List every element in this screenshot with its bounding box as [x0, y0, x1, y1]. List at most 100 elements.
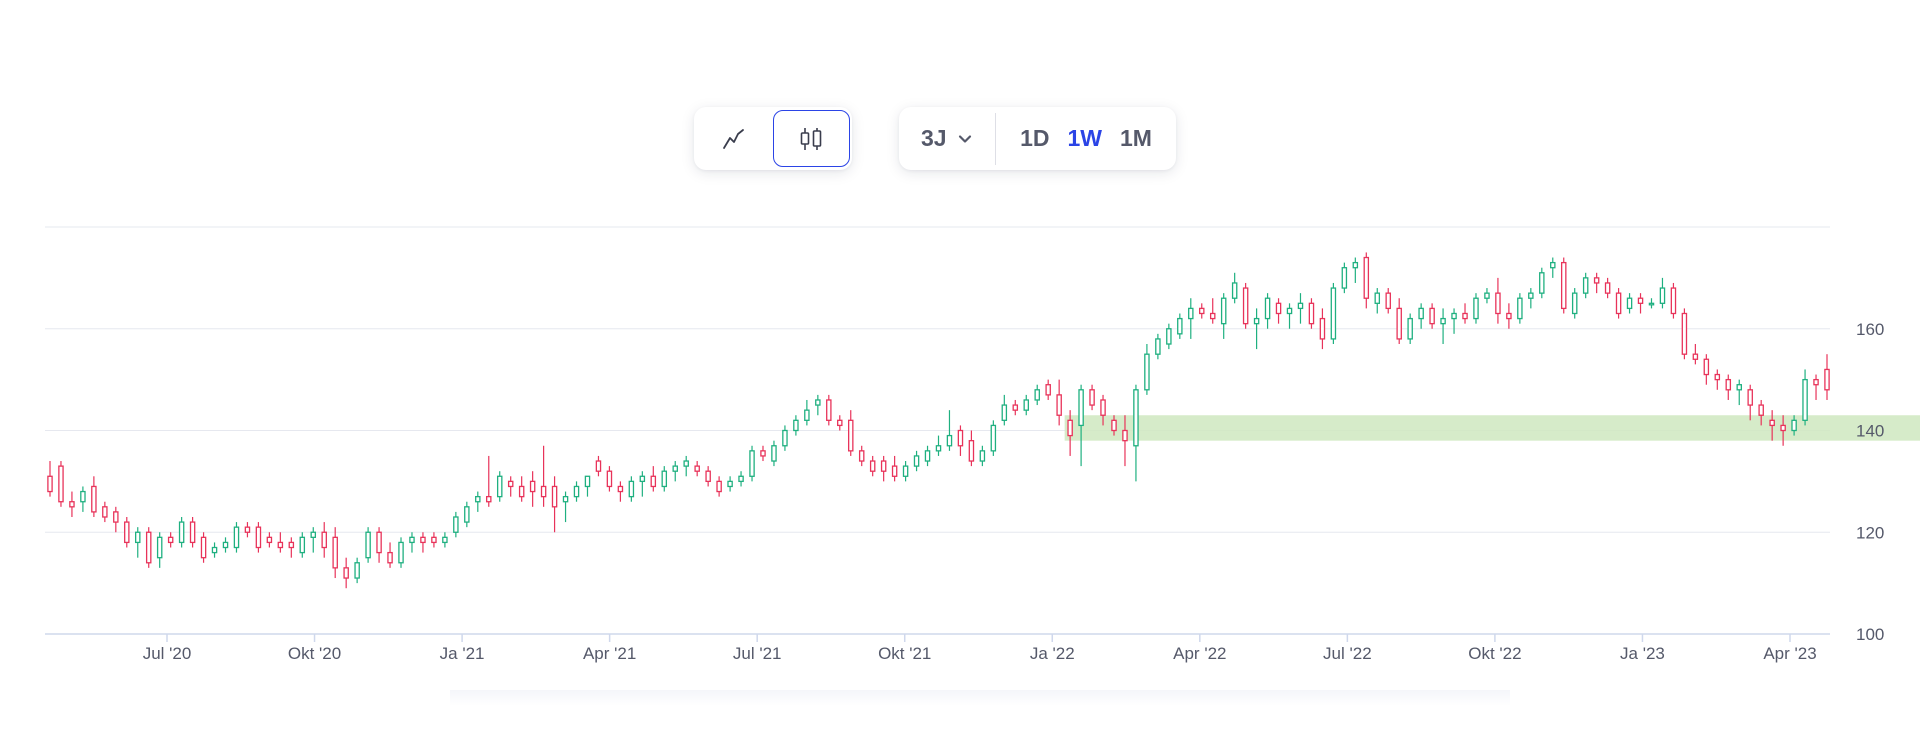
interval-1m-button[interactable]: 1M: [1120, 125, 1152, 151]
candle-body: [869, 460, 876, 472]
candle-body: [124, 521, 130, 544]
candle-body: [1714, 373, 1721, 381]
candle-up: [1539, 267, 1545, 299]
candle-body: [1352, 261, 1359, 269]
candle-body: [1012, 404, 1019, 411]
candle-body: [1780, 424, 1786, 432]
candle-up: [979, 445, 986, 467]
candle-body: [1582, 277, 1589, 294]
support-zone-band: [1064, 415, 1920, 441]
candle-body: [1495, 292, 1501, 315]
candle-up: [1571, 288, 1578, 319]
candle-body: [1725, 378, 1732, 391]
candle-body: [1166, 328, 1172, 345]
candle-body: [738, 475, 744, 483]
candle-down: [1637, 293, 1644, 314]
candle-body: [1407, 317, 1413, 340]
candle-down: [431, 532, 437, 548]
candle-body: [924, 450, 931, 462]
candlestick-chart-button[interactable]: [772, 110, 850, 167]
candle-up: [815, 394, 821, 416]
x-tick-label: Ja '22: [1030, 644, 1075, 663]
interval-1d-button[interactable]: 1D: [1020, 125, 1050, 151]
candle-body: [1253, 317, 1260, 325]
candle-down: [145, 527, 152, 568]
candle-body: [1791, 419, 1797, 432]
line-chart-icon: [723, 128, 745, 149]
candle-down: [891, 455, 898, 482]
candle-up: [562, 491, 569, 523]
candle-down: [760, 445, 766, 462]
candle-body: [1100, 399, 1106, 416]
candle-down: [869, 455, 876, 477]
candle-body: [815, 399, 821, 406]
candle-body: [277, 541, 284, 549]
candle-body: [354, 562, 360, 579]
candles: [47, 252, 1830, 589]
candle-body: [1385, 292, 1391, 310]
x-tick-label: Okt '22: [1468, 644, 1521, 663]
candle-down: [837, 415, 843, 431]
candle-body: [453, 516, 459, 533]
candle-body: [1593, 277, 1600, 284]
candle-up: [365, 527, 371, 563]
candle-body: [1363, 256, 1370, 299]
candle-body: [1736, 384, 1742, 391]
x-tick-label: Okt '20: [288, 644, 341, 663]
candle-down: [858, 445, 865, 467]
candle-body: [672, 465, 678, 472]
interval-1w-button[interactable]: 1W: [1067, 125, 1103, 151]
candle-body: [1275, 302, 1282, 315]
candle-body: [606, 470, 613, 488]
candle-body: [551, 485, 558, 508]
candle-up: [475, 491, 481, 512]
candle-body: [1659, 287, 1666, 304]
candle-down: [1747, 384, 1753, 421]
candle-body: [233, 526, 240, 549]
candle-up: [1648, 298, 1655, 309]
candle-down: [420, 532, 426, 553]
candle-down: [69, 491, 75, 517]
candle-body: [1451, 312, 1457, 320]
line-chart-button[interactable]: [696, 110, 773, 167]
candle-up: [354, 557, 360, 584]
candle-body: [464, 506, 470, 523]
candle-body: [178, 521, 185, 544]
x-tick-label: Apr '23: [1763, 644, 1816, 663]
candle-body: [1462, 312, 1468, 320]
candle-body: [255, 526, 262, 549]
candle-down: [1067, 410, 1073, 456]
candle-up: [442, 532, 448, 548]
candle-body: [1111, 419, 1117, 432]
y-tick-label: 140: [1856, 422, 1884, 441]
candle-down: [1122, 415, 1128, 467]
candle-up: [1626, 293, 1633, 314]
candle-body: [913, 455, 920, 467]
candle-up: [990, 420, 997, 456]
candle-body: [1648, 302, 1655, 306]
candle-down: [1780, 415, 1786, 446]
candle-down: [694, 461, 700, 477]
candle-down: [1824, 354, 1830, 400]
candle-body: [661, 470, 668, 488]
candle-up: [1264, 293, 1271, 329]
candle-down: [1703, 354, 1710, 385]
candle-body: [1550, 261, 1556, 269]
candle-up: [299, 532, 306, 558]
candle-body: [518, 485, 525, 498]
candle-up: [782, 425, 788, 451]
candle-up: [1034, 384, 1040, 406]
candle-body: [584, 475, 591, 488]
candle-up: [222, 537, 229, 553]
axes: 100 120 140 160 Jul '20 Okt '20 Ja '21 Apr '21 J…: [143, 320, 1885, 663]
candle-body: [617, 485, 624, 493]
candle-down: [705, 466, 711, 487]
candle-body: [1242, 287, 1249, 325]
interval-buttons: 1D 1W 1M: [996, 125, 1158, 152]
candle-body: [1396, 307, 1402, 340]
candle-down: [1604, 277, 1611, 299]
candle-body: [266, 536, 273, 544]
candle-up: [1352, 257, 1359, 283]
range-dropdown[interactable]: 3J: [899, 107, 995, 170]
